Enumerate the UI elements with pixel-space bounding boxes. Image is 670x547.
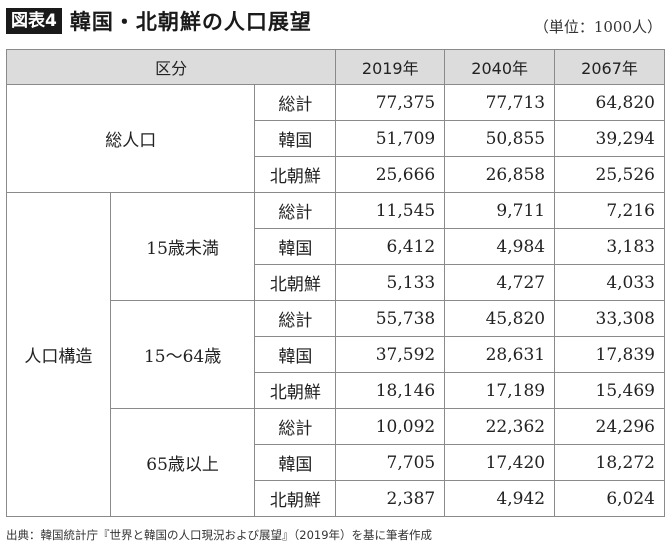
cell-value: 25,666: [335, 156, 446, 193]
cell-value: 25,526: [554, 156, 665, 193]
cell-value: 4,727: [444, 264, 556, 301]
cell-value: 45,820: [444, 300, 556, 337]
row-label: 北朝鮮: [254, 156, 337, 193]
page-title: 韓国・北朝鮮の人口展望: [69, 10, 312, 34]
cell-value: 64,820: [554, 84, 665, 121]
cell-value: 51,709: [335, 120, 446, 157]
table-row: 人口構造 15歳未満 総計 11,545 9,711 7,216: [6, 192, 665, 517]
cell-value: 26,858: [444, 156, 556, 193]
group-label-total-population: 総人口: [5, 84, 256, 193]
row-label: 韓国: [254, 120, 337, 157]
table-header-row: 区分 2019年 2040年 2067年: [5, 49, 665, 85]
cell-value: 50,855: [444, 120, 556, 157]
column-header-2019: 2019年: [335, 49, 446, 85]
table-row: 北朝鮮 5,133 4,727 4,033: [7, 264, 665, 301]
cell-value: 55,738: [335, 300, 446, 337]
row-label: 北朝鮮: [254, 480, 337, 517]
row-label: 韓国: [254, 228, 337, 265]
cell-value: 77,713: [444, 84, 556, 121]
table-row: 韓国 37,592 28,631 17,839: [7, 336, 665, 373]
cell-value: 4,033: [554, 264, 665, 301]
column-header-category: 区分: [5, 49, 337, 85]
cell-value: 10,092: [335, 408, 446, 445]
row-label: 総計: [254, 408, 337, 445]
column-header-2040: 2040年: [444, 49, 556, 85]
table-row: 65歳以上 総計 10,092 22,362 24,296: [7, 408, 665, 517]
table-row: 韓国 6,412 4,984 3,183: [7, 228, 665, 265]
cell-value: 6,024: [554, 480, 665, 517]
cell-value: 18,146: [335, 372, 446, 409]
cell-value: 77,375: [335, 84, 446, 121]
cell-value: 37,592: [335, 336, 446, 373]
table-row: 北朝鮮 2,387 4,942 6,024: [7, 480, 665, 517]
row-label: 総計: [254, 192, 337, 229]
cell-value: 39,294: [554, 120, 665, 157]
cell-value: 7,216: [554, 192, 665, 229]
cell-value: 24,296: [554, 408, 665, 445]
subgroup-label-under-15: 15歳未満: [109, 192, 256, 301]
cell-value: 5,133: [335, 264, 446, 301]
table-row: 総人口 総計 77,375 77,713 64,820: [5, 84, 665, 193]
cell-value: 6,412: [335, 228, 446, 265]
cell-value: 9,711: [444, 192, 556, 229]
row-label: 北朝鮮: [254, 264, 337, 301]
cell-value: 7,705: [335, 444, 446, 481]
table-row: 北朝鮮 25,666 26,858 25,526: [7, 156, 665, 193]
group-label-population-structure: 人口構造: [6, 192, 111, 517]
column-header-2067: 2067年: [554, 49, 665, 85]
row-label: 北朝鮮: [254, 372, 337, 409]
cell-value: 17,189: [444, 372, 556, 409]
row-label: 韓国: [254, 444, 337, 481]
cell-value: 18,272: [554, 444, 665, 481]
cell-value: 17,839: [554, 336, 665, 373]
source-note: 出典：韓国統計庁『世界と韓国の人口現況および展望』（2019年）を基に筆者作成: [6, 528, 433, 542]
table-row: 北朝鮮 18,146 17,189 15,469: [7, 372, 665, 409]
cell-value: 28,631: [444, 336, 556, 373]
population-table: 区分 2019年 2040年 2067年 総人口 総計 77,375 77,71…: [5, 49, 665, 517]
row-label: 総計: [254, 300, 337, 337]
cell-value: 4,984: [444, 228, 556, 265]
title-row: 図表4 韓国・北朝鮮の人口展望: [6, 6, 312, 36]
cell-value: 2,387: [335, 480, 446, 517]
cell-value: 3,183: [554, 228, 665, 265]
figure-badge: 図表4: [6, 8, 62, 34]
subgroup-label-15-64: 15〜64歳: [109, 300, 256, 409]
cell-value: 4,942: [444, 480, 556, 517]
row-label: 韓国: [254, 336, 337, 373]
cell-value: 22,362: [444, 408, 556, 445]
cell-value: 11,545: [335, 192, 446, 229]
unit-label: （単位：1000人）: [533, 18, 662, 36]
cell-value: 15,469: [554, 372, 665, 409]
table-row: 15〜64歳 総計 55,738 45,820 33,308: [7, 300, 665, 409]
cell-value: 33,308: [554, 300, 665, 337]
row-label: 総計: [254, 84, 337, 121]
table-row: 韓国 51,709 50,855 39,294: [7, 120, 665, 157]
cell-value: 17,420: [444, 444, 556, 481]
subgroup-label-65-plus: 65歳以上: [109, 408, 256, 517]
